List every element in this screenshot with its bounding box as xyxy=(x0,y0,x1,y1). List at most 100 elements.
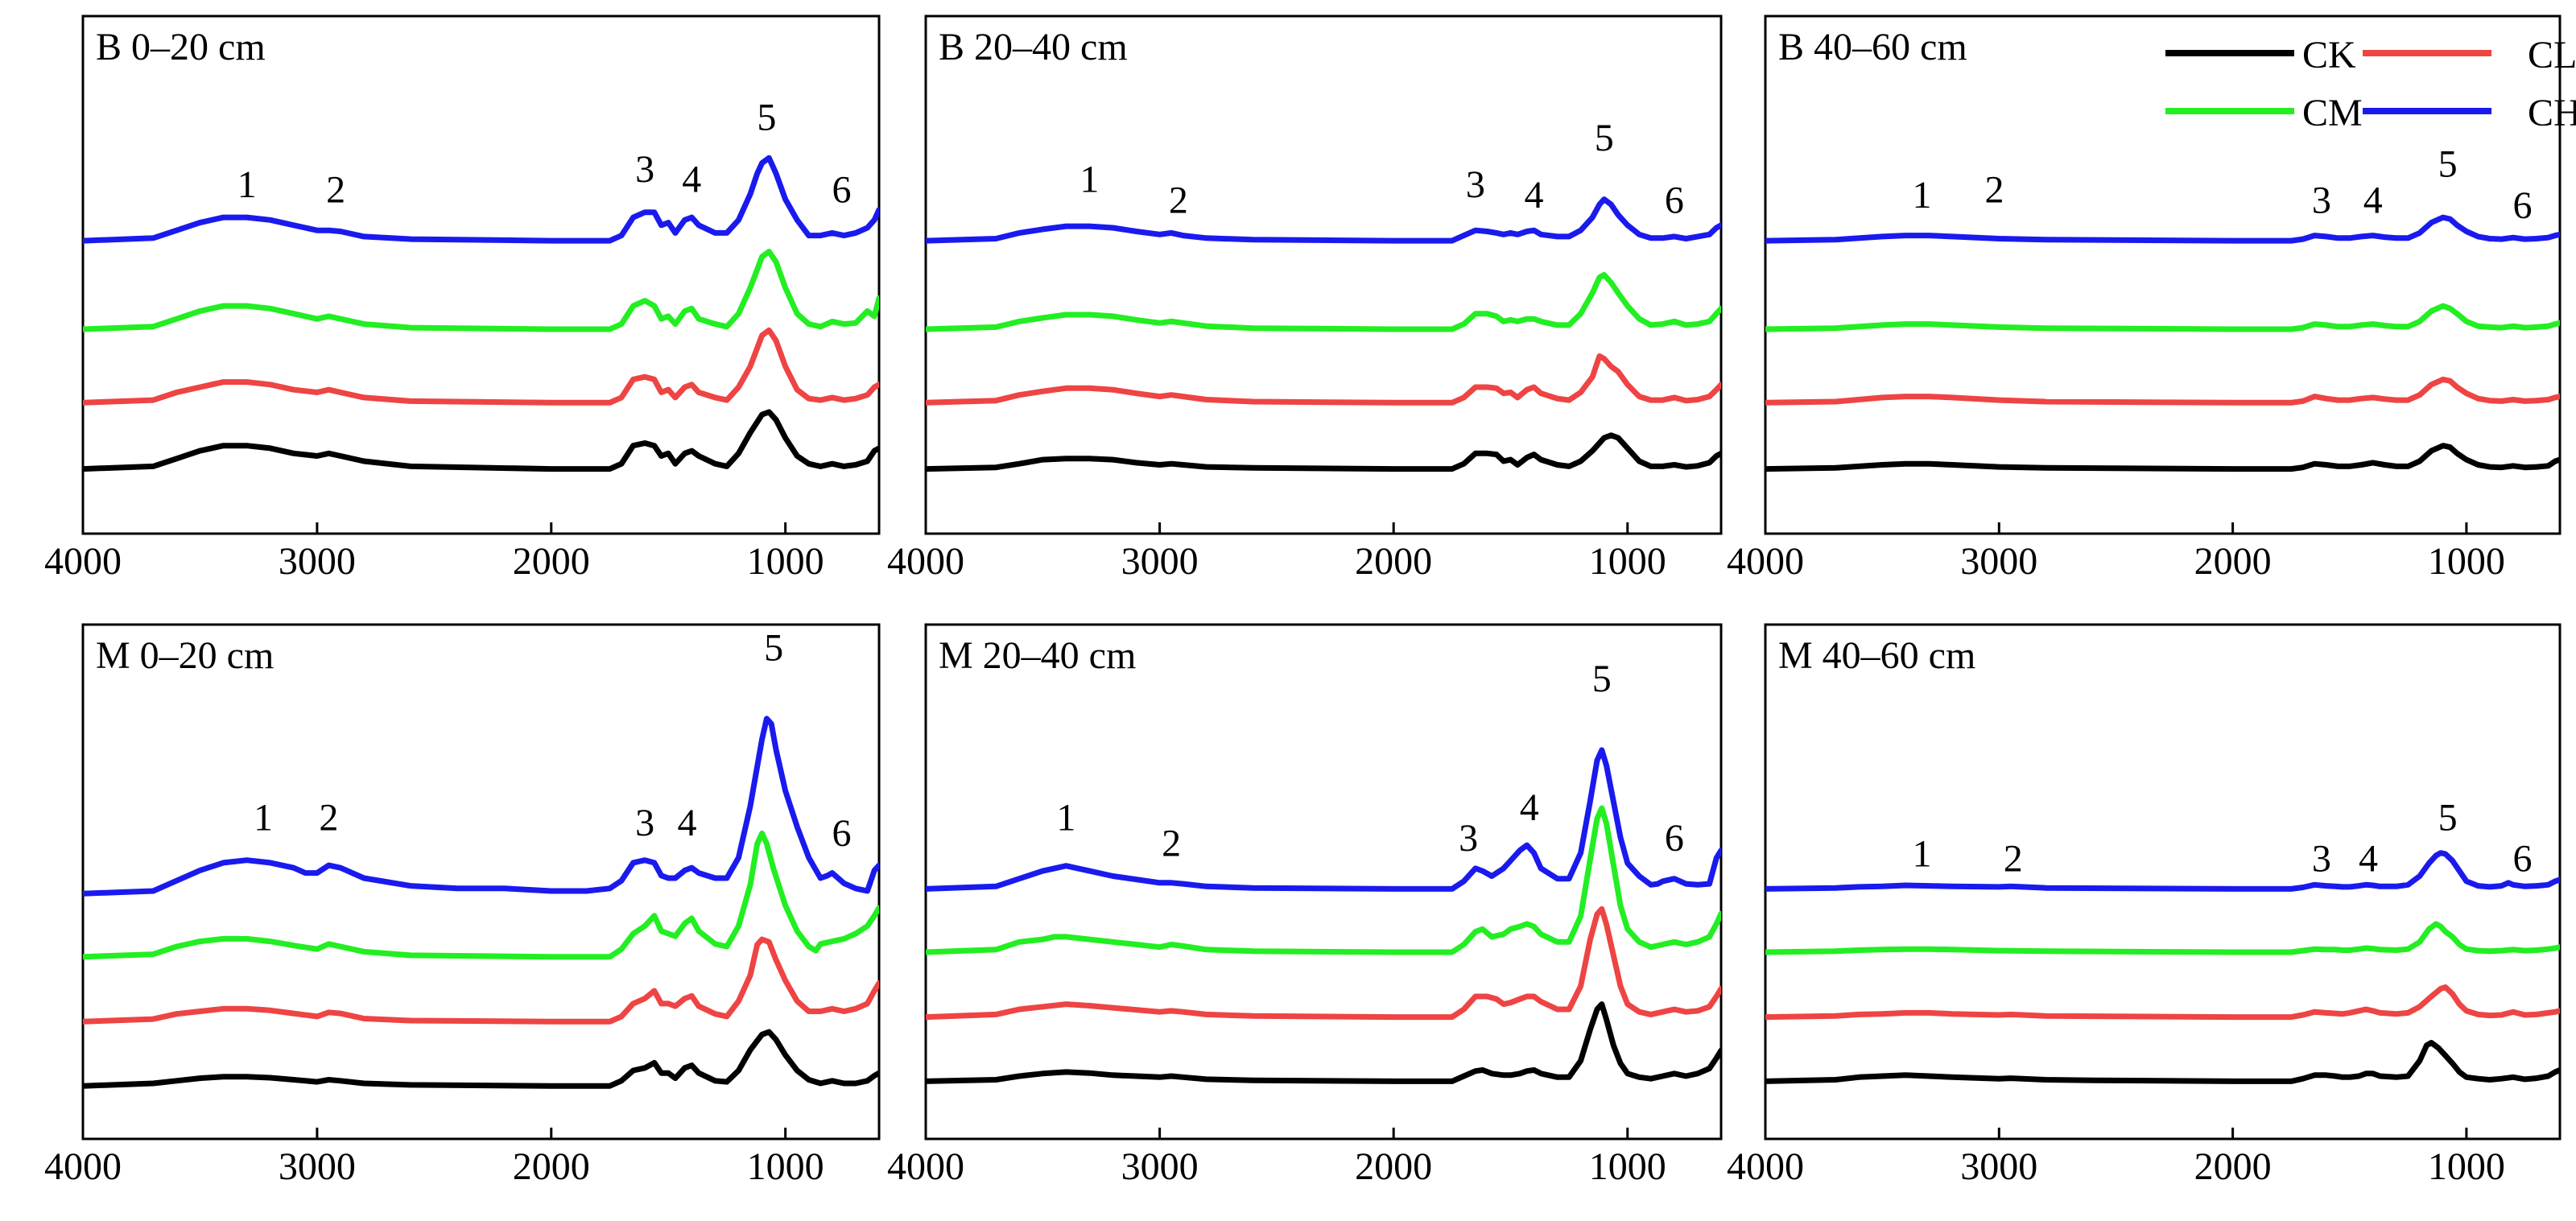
peak-label-1: 1 xyxy=(1080,159,1099,201)
panel-m-40-60-cm-frame xyxy=(1764,623,2562,1141)
curve-cl xyxy=(1765,376,2560,406)
peak-label-4: 4 xyxy=(1520,786,1539,829)
x-tick-label: 2000 xyxy=(2194,540,2272,583)
peak-label-6: 6 xyxy=(1665,817,1684,860)
peak-label-4: 4 xyxy=(2359,838,2378,881)
curve-cl xyxy=(926,905,1721,1021)
x-tick-label: 1000 xyxy=(747,540,824,583)
x-tick-label: 3000 xyxy=(279,540,356,583)
peak-label-3: 3 xyxy=(2312,838,2331,881)
panel-m-20-40-cm: 4000 3000 2000 1000 M 20–40 cm 1 2 34 5 6 xyxy=(887,623,1723,1188)
x-tick-label: 1000 xyxy=(2428,1145,2505,1188)
peak-label-6: 6 xyxy=(2513,184,2533,227)
peak-label-6: 6 xyxy=(832,168,851,211)
legend-label-ck: CK xyxy=(2302,34,2356,76)
panel-m-0-20-cm-frame xyxy=(81,623,881,1141)
peak-label-6: 6 xyxy=(832,812,851,855)
curve-cm xyxy=(926,805,1721,955)
x-tick-label: 3000 xyxy=(279,1145,356,1188)
peak-label-5: 5 xyxy=(1592,658,1612,700)
peak-label-4: 4 xyxy=(2363,179,2383,221)
peak-label-6: 6 xyxy=(1665,179,1684,221)
x-tick-label: 4000 xyxy=(1727,540,1804,583)
x-tick-label: 3000 xyxy=(1121,540,1199,583)
peak-label-3: 3 xyxy=(635,802,654,844)
peak-label-2: 2 xyxy=(1984,168,2004,211)
legend-label-ch: CH xyxy=(2528,92,2576,134)
curve-cm xyxy=(1765,303,2560,332)
x-tick-label: 4000 xyxy=(44,1145,122,1188)
x-tick-label: 2000 xyxy=(1355,540,1432,583)
x-tick-label: 4000 xyxy=(887,540,964,583)
panel-title: M 0–20 cm xyxy=(96,634,274,677)
peak-label-1: 1 xyxy=(1056,797,1075,839)
curve-ch xyxy=(926,747,1721,892)
peak-label-2: 2 xyxy=(2004,838,2023,881)
curve-ch xyxy=(83,155,879,244)
panel-title: B 40–60 cm xyxy=(1778,26,1967,68)
curve-ch xyxy=(83,716,879,897)
panel-title: M 20–40 cm xyxy=(939,634,1136,677)
x-tick-label: 1000 xyxy=(747,1145,824,1188)
curve-ch xyxy=(1765,214,2560,244)
legend-label-cm: CM xyxy=(2302,92,2363,134)
curve-cl xyxy=(926,353,1721,406)
x-tick-label: 2000 xyxy=(513,540,590,583)
panel-m-20-40-cm-frame xyxy=(924,623,1723,1141)
panel-b-40-60-cm: 4000 3000 2000 1000 B 40–60 cm 1 2 3 4 5 6 CK CL CM CH xyxy=(1727,14,2576,583)
peak-label-1: 1 xyxy=(237,163,257,206)
peak-label-5: 5 xyxy=(764,627,783,670)
x-tick-label: 4000 xyxy=(1727,1145,1804,1188)
x-tick-label: 1000 xyxy=(1589,540,1666,583)
x-tick-label: 4000 xyxy=(887,1145,964,1188)
peak-label-1: 1 xyxy=(254,797,273,839)
curve-cl xyxy=(1765,984,2560,1021)
curve-cm xyxy=(926,272,1721,332)
x-tick-label: 2000 xyxy=(1355,1145,1432,1188)
peak-label-4: 4 xyxy=(682,159,701,201)
panel-b-0-20-cm: 4000 3000 2000 1000 B 0–20 cm 1 2 3 4 5 6 xyxy=(44,14,881,583)
x-tick-label: 3000 xyxy=(1960,1145,2037,1188)
peak-label-2: 2 xyxy=(1162,823,1181,865)
x-tick-label: 4000 xyxy=(44,540,122,583)
peak-label-5: 5 xyxy=(757,96,776,138)
legend: CK CL CM CH xyxy=(2165,34,2576,134)
peak-label-2: 2 xyxy=(326,168,345,211)
x-tick-label: 2000 xyxy=(513,1145,590,1188)
curve-ck xyxy=(1765,443,2560,472)
panel-title: B 0–20 cm xyxy=(96,26,266,68)
x-tick-label: 3000 xyxy=(1121,1145,1199,1188)
curve-ck xyxy=(926,1001,1721,1084)
curve-cl xyxy=(83,327,879,406)
curve-cm xyxy=(83,249,879,332)
curve-cm xyxy=(83,830,879,960)
curve-ck xyxy=(1765,1040,2560,1084)
peak-label-2: 2 xyxy=(319,797,338,839)
peak-label-3: 3 xyxy=(1466,163,1485,206)
peak-label-1: 1 xyxy=(1912,832,1931,875)
curve-ch xyxy=(1765,850,2560,892)
panel-b-20-40-cm: 4000 3000 2000 1000 B 20–40 cm 1 2 3 4 5 6 xyxy=(887,14,1723,583)
peak-label-5: 5 xyxy=(1595,117,1614,159)
curve-ck xyxy=(926,432,1721,472)
panel-b-20-40-cm-frame xyxy=(924,14,1723,535)
panel-b-0-20-cm-frame xyxy=(81,14,881,535)
curve-ck xyxy=(83,409,879,472)
peak-label-6: 6 xyxy=(2513,838,2533,881)
curve-cm xyxy=(1765,921,2560,955)
panel-m-0-20-cm: 4000 3000 2000 1000 M 0–20 cm 1 2 3 4 5 6 xyxy=(44,623,881,1188)
panel-b-40-60-cm-frame xyxy=(1764,14,2562,535)
peak-label-3: 3 xyxy=(2312,179,2331,221)
peak-label-2: 2 xyxy=(1169,179,1188,221)
peak-label-1: 1 xyxy=(1912,174,1931,217)
peak-label-5: 5 xyxy=(2438,142,2458,185)
x-tick-label: 1000 xyxy=(2428,540,2505,583)
curve-ck xyxy=(83,1029,879,1089)
x-tick-label: 1000 xyxy=(1589,1145,1666,1188)
peak-label-4: 4 xyxy=(1525,174,1544,217)
x-tick-label: 3000 xyxy=(1960,540,2037,583)
peak-label-3: 3 xyxy=(635,148,654,191)
panel-title: M 40–60 cm xyxy=(1778,634,1975,677)
panel-title: B 20–40 cm xyxy=(939,26,1128,68)
